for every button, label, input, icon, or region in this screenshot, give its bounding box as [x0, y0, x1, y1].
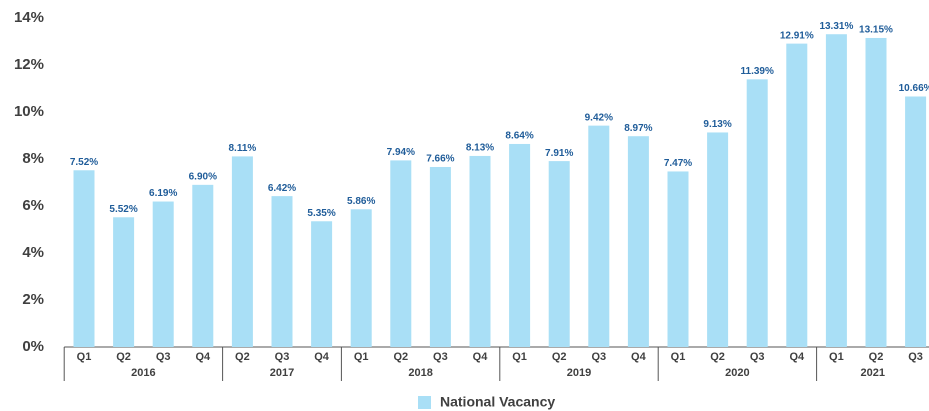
value-label: 6.90%: [189, 171, 217, 182]
value-label: 5.35%: [307, 208, 335, 219]
value-label: 13.15%: [859, 25, 893, 36]
value-label: 8.64%: [505, 131, 533, 142]
bar: [588, 125, 610, 347]
value-label: 7.52%: [70, 157, 98, 168]
x-tick-label: Q1: [77, 351, 92, 363]
x-tick-label: Q3: [433, 351, 448, 363]
bar: [192, 184, 214, 347]
bar: [73, 170, 95, 347]
value-label: 9.42%: [585, 112, 613, 123]
value-label: 7.94%: [387, 147, 415, 158]
legend-swatch: [418, 396, 431, 409]
bar: [429, 166, 451, 347]
value-label: 6.19%: [149, 188, 177, 199]
value-label: 11.39%: [741, 66, 774, 77]
x-tick-label: Q1: [829, 351, 844, 363]
legend-label: National Vacancy: [440, 394, 555, 410]
bar: [231, 156, 253, 347]
bar: [905, 96, 927, 348]
value-label: 9.13%: [703, 119, 731, 130]
value-label: 6.42%: [268, 183, 296, 194]
group-label: 2021: [861, 367, 885, 379]
x-tick-label: Q2: [235, 351, 250, 363]
y-tick-label: 12%: [14, 56, 44, 73]
x-tick-label: Q4: [195, 351, 211, 363]
value-label: 5.86%: [347, 196, 375, 207]
y-tick-label: 4%: [22, 244, 44, 261]
bar: [548, 161, 570, 347]
bar: [627, 136, 649, 347]
bar: [865, 37, 887, 347]
bar: [390, 160, 412, 347]
value-label: 7.91%: [545, 148, 573, 159]
y-tick-label: 14%: [14, 9, 44, 26]
x-tick-label: Q1: [671, 351, 686, 363]
x-tick-label: Q4: [314, 351, 330, 363]
group-label: 2018: [408, 367, 432, 379]
y-tick-label: 0%: [22, 338, 44, 355]
x-tick-label: Q3: [908, 351, 923, 363]
bar: [350, 209, 372, 347]
value-label: 8.97%: [624, 123, 652, 134]
group-label: 2019: [567, 367, 591, 379]
value-label: 12.91%: [780, 30, 814, 41]
x-tick-label: Q3: [591, 351, 606, 363]
x-tick-label: Q4: [789, 351, 805, 363]
bar: [746, 79, 768, 348]
bar: [113, 217, 135, 347]
value-label: 10.66%: [899, 83, 929, 94]
y-tick-label: 6%: [22, 197, 44, 214]
x-tick-label: Q2: [552, 351, 567, 363]
x-tick-label: Q2: [710, 351, 725, 363]
x-tick-label: Q1: [512, 351, 527, 363]
x-tick-label: Q2: [116, 351, 131, 363]
bar: [786, 43, 808, 348]
bar: [271, 196, 293, 347]
value-label: 8.13%: [466, 143, 494, 154]
x-tick-label: Q2: [393, 351, 408, 363]
group-label: 2017: [270, 367, 294, 379]
group-label: 2020: [725, 367, 749, 379]
value-label: 13.31%: [819, 21, 853, 32]
y-tick-label: 2%: [22, 291, 44, 308]
y-tick-label: 10%: [14, 103, 44, 120]
x-tick-label: Q3: [275, 351, 290, 363]
x-tick-label: Q3: [156, 351, 171, 363]
x-tick-label: Q3: [750, 351, 765, 363]
bar: [509, 143, 531, 347]
value-label: 8.11%: [228, 143, 256, 154]
bar: [707, 132, 729, 347]
value-label: 7.66%: [426, 154, 454, 165]
y-tick-label: 8%: [22, 150, 44, 167]
bar: [667, 171, 689, 347]
bar: [469, 155, 491, 347]
value-label: 7.47%: [664, 158, 692, 169]
value-label: 5.52%: [109, 204, 137, 215]
x-tick-label: Q2: [869, 351, 884, 363]
bar: [311, 221, 333, 347]
x-tick-label: Q4: [473, 351, 489, 363]
group-label: 2016: [131, 367, 155, 379]
x-tick-label: Q4: [631, 351, 647, 363]
bar: [825, 34, 847, 348]
x-tick-label: Q1: [354, 351, 369, 363]
bar: [152, 201, 174, 347]
